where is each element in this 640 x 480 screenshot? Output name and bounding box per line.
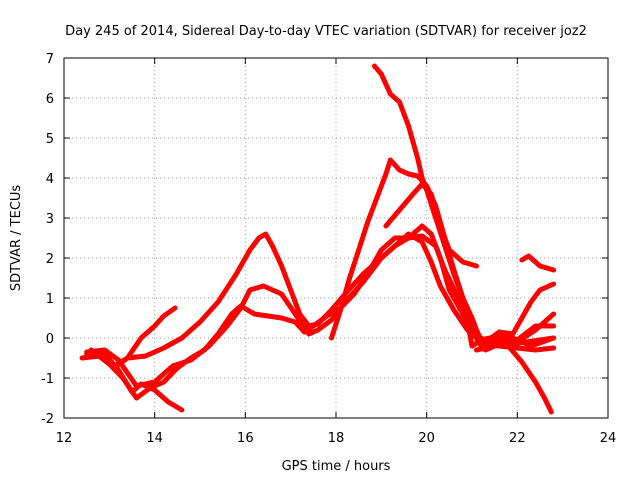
y-tick-label: 2 [46,252,54,267]
x-tick-label: 24 [600,431,617,446]
x-tick-label: 22 [509,431,526,446]
y-tick-label: -1 [41,372,54,387]
grid-layer [64,58,608,418]
y-tick-label: 0 [46,332,54,347]
series-arc-d [84,351,185,413]
series-arc-j [519,253,557,273]
series-arc-e [111,305,178,371]
y-axis-label: SDTVAR / TECUs [9,185,24,292]
series-layer [79,63,557,415]
x-tick-label: 12 [56,431,73,446]
y-tick-label: 4 [46,172,54,187]
x-tick-label: 14 [146,431,163,446]
chart-title: Day 245 of 2014, Sidereal Day-to-day VTE… [65,24,587,39]
y-tick-label: 1 [46,292,54,307]
x-tick-label: 16 [237,431,254,446]
series-arc-h [383,181,479,269]
series-arc-k [474,335,557,353]
x-tick-label: 18 [328,431,345,446]
y-tick-label: 5 [46,132,54,147]
y-tick-label: -2 [41,412,54,427]
y-tick-label: 3 [46,212,54,227]
y-tick-label: 6 [46,92,54,107]
x-axis-label: GPS time / hours [282,459,391,474]
series-arc-b [84,223,557,389]
y-tick-label: 7 [46,52,54,67]
x-tick-label: 20 [418,431,435,446]
series-arc-g [372,63,554,415]
series-arc-i [469,281,557,345]
series-arc-c [88,233,557,401]
